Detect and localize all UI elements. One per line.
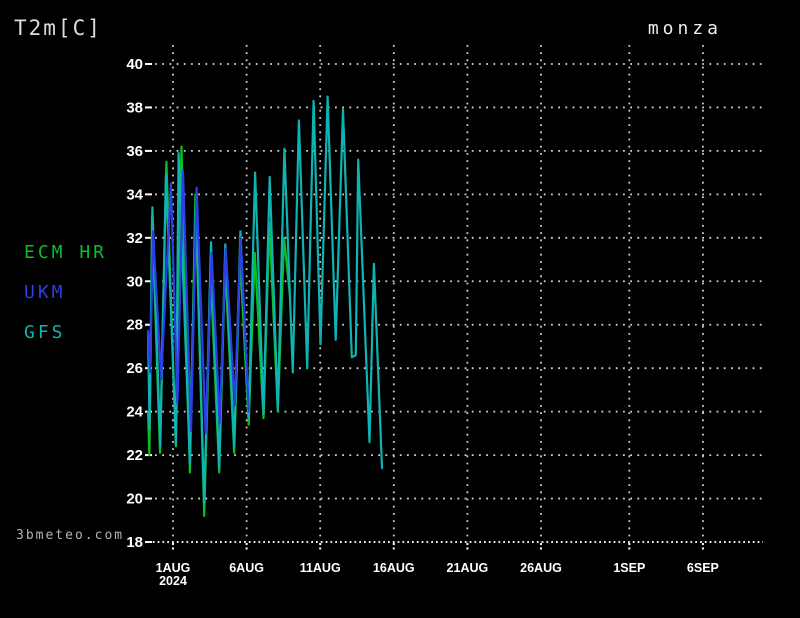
y-tick-label: 28 — [126, 317, 143, 334]
y-tick-label: 22 — [126, 447, 143, 464]
station-name: monza — [647, 18, 722, 39]
x-tick-label: 21AUG — [447, 561, 489, 575]
y-tick-label: 20 — [126, 491, 143, 508]
y-tick-label: 24 — [126, 404, 143, 421]
x-tick-label: 6AUG — [229, 561, 264, 575]
x-tick-label: 1AUG — [156, 561, 191, 575]
watermark: 3bmeteo.com — [16, 528, 125, 543]
y-tick-label: 40 — [126, 56, 143, 73]
x-tick-label: 1SEP — [613, 561, 645, 575]
x-tick-label: 26AUG — [520, 561, 562, 575]
legend-item-gfs: GFS — [24, 322, 66, 343]
series-line-gfs — [146, 95, 384, 504]
page-title: T2m[C] — [14, 16, 102, 40]
y-tick-label: 26 — [126, 360, 143, 377]
x-tick-label: 6SEP — [687, 561, 719, 575]
series-line-ukm — [146, 169, 250, 435]
chart-legend: ECM HR UKM GFS — [24, 242, 107, 362]
legend-item-ecm-hr: ECM HR — [24, 242, 108, 263]
y-tick-label: 36 — [126, 143, 143, 160]
y-tick-label: 32 — [126, 230, 143, 247]
y-tick-label: 18 — [126, 534, 143, 551]
y-tick-label: 38 — [126, 99, 143, 116]
x-tick-sublabel: 2024 — [159, 574, 187, 588]
y-tick-label: 34 — [126, 186, 143, 203]
x-tick-label: 11AUG — [300, 561, 341, 575]
legend-item-ukm: UKM — [24, 282, 66, 303]
y-tick-label: 30 — [126, 273, 143, 290]
x-tick-label: 16AUG — [373, 561, 415, 575]
